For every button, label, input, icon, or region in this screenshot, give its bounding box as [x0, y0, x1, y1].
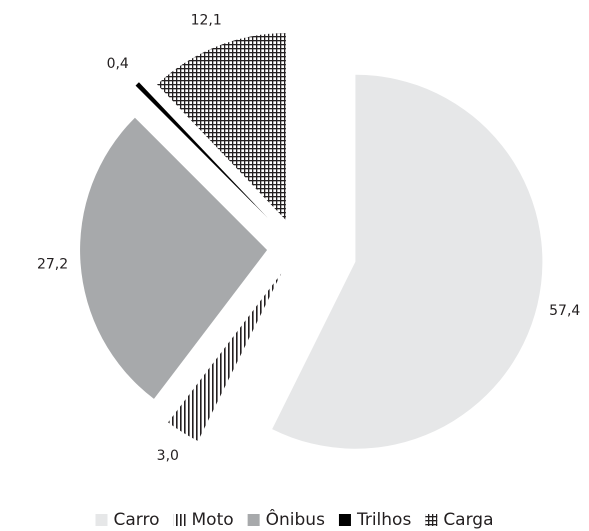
pie-slice — [272, 74, 543, 449]
legend-swatch — [425, 514, 438, 526]
pie-slice — [135, 82, 268, 218]
data-label: 57,4 — [549, 303, 580, 319]
data-label: 12,1 — [191, 12, 222, 28]
legend-swatch — [95, 514, 108, 526]
legend-label: Trilhos — [356, 510, 411, 530]
legend-label: Moto — [192, 510, 234, 530]
legend-label: Ônibus — [266, 508, 325, 530]
data-label: 0,4 — [107, 56, 129, 72]
legend-swatch — [173, 514, 186, 526]
legend-label: Carga — [443, 510, 493, 530]
data-label: 3,0 — [157, 448, 179, 464]
pie-slice — [80, 117, 268, 399]
data-label: 27,2 — [37, 257, 68, 273]
legend-swatch — [247, 514, 260, 526]
legend-swatch — [338, 514, 351, 526]
pie-slice — [168, 273, 282, 441]
pie-slice — [157, 33, 286, 221]
legend-label: Carro — [114, 510, 160, 530]
